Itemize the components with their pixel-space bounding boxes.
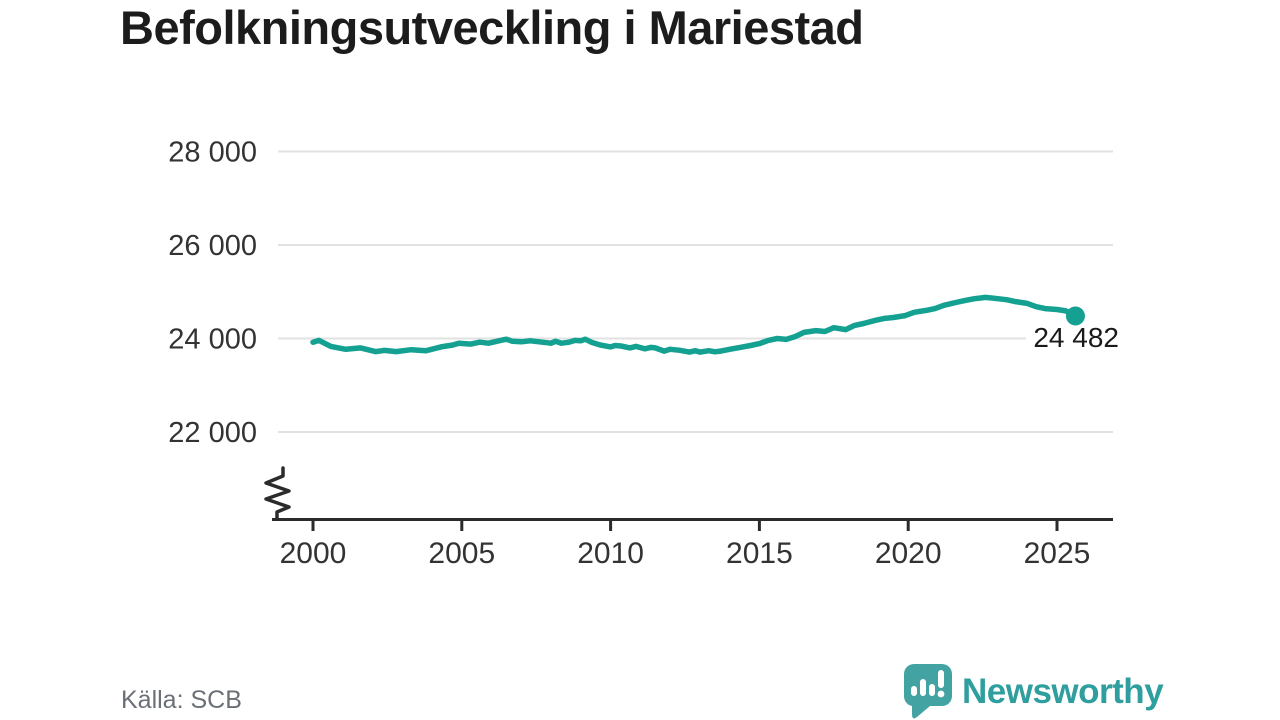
annotation-bg (1026, 323, 1122, 352)
source-label: Källa: SCB (121, 686, 242, 714)
x-tick-label-2025: 2025 (1024, 537, 1091, 570)
axis-break-icon (264, 466, 291, 521)
x-tick-label-2005: 2005 (428, 537, 495, 570)
last-value-label: 24 482 (1033, 322, 1119, 353)
bar-chart-glyph (911, 670, 945, 698)
x-tick-label-2020: 2020 (875, 537, 942, 570)
y-tick-label-24000: 24 000 (168, 324, 257, 356)
endpoint-dot (1065, 306, 1085, 326)
newsworthy-logo-icon (903, 664, 952, 719)
x-tick-label-2010: 2010 (577, 537, 644, 570)
y-tick-label-28000: 28 000 (168, 137, 257, 169)
y-tick-label-26000: 26 000 (168, 230, 257, 262)
newsworthy-logo: Newsworthy (903, 664, 1165, 719)
population-line (310, 294, 1079, 355)
logo-wordmark: Newsworthy (962, 672, 1164, 711)
page-title: Befolkningsutveckling i Mariestad (120, 1, 864, 54)
y-tick-label-22000: 22 000 (168, 417, 257, 449)
x-tick-label-2000: 2000 (280, 537, 347, 570)
population-line-chart: 22 000 24 000 26 000 28 000 24 482 2000 2005 20… (168, 136, 1122, 570)
x-tick-label-2015: 2015 (726, 537, 793, 570)
